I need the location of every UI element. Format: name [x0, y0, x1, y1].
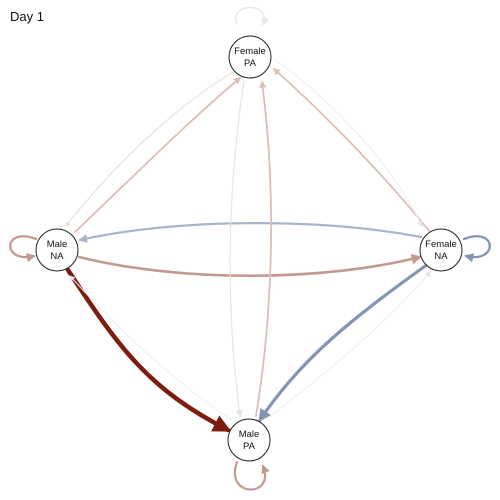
edge-male-na-to-male-pa	[65, 267, 232, 433]
node-male-pa-line2: PA	[243, 441, 256, 452]
edge-female-pa-to-female-na	[275, 59, 423, 228]
edge-male-pa-to-female-na	[267, 271, 431, 419]
node-female-pa-line1: Female	[234, 46, 266, 57]
edge-self-loop-male-na	[9, 235, 38, 263]
diagram-title: Day 1	[10, 9, 44, 24]
edge-female-na-to-male-na	[78, 222, 423, 243]
edge-male-pa-to-female-pa	[255, 80, 272, 417]
node-female-pa[interactable]: Female PA	[228, 35, 272, 79]
edge-male-na-to-female-pa	[74, 77, 242, 233]
edge-male-na-to-female-na	[77, 253, 423, 277]
edge-male-pa-to-male-na	[69, 275, 233, 421]
node-female-na-line2: NA	[434, 251, 448, 262]
node-male-na-line1: Male	[47, 239, 68, 250]
node-male-pa[interactable]: Male PA	[227, 418, 271, 462]
node-female-pa-line2: PA	[244, 58, 257, 69]
edge-female-pa-to-male-pa	[229, 79, 245, 418]
node-female-na-line1: Female	[425, 239, 457, 250]
node-male-pa-line1: Male	[239, 429, 260, 440]
edge-self-loop-female-na	[462, 235, 491, 263]
edge-self-loop-female-pa	[235, 6, 269, 26]
edge-female-na-to-female-pa	[272, 68, 431, 233]
edges	[9, 6, 491, 491]
node-male-na-line2: NA	[50, 251, 64, 262]
edge-female-pa-to-male-na	[65, 69, 237, 227]
edge-self-loop-male-pa	[233, 460, 270, 491]
node-female-na[interactable]: Female NA	[419, 228, 463, 272]
edge-female-na-to-male-pa	[258, 262, 430, 423]
node-male-na[interactable]: Male NA	[35, 228, 79, 272]
